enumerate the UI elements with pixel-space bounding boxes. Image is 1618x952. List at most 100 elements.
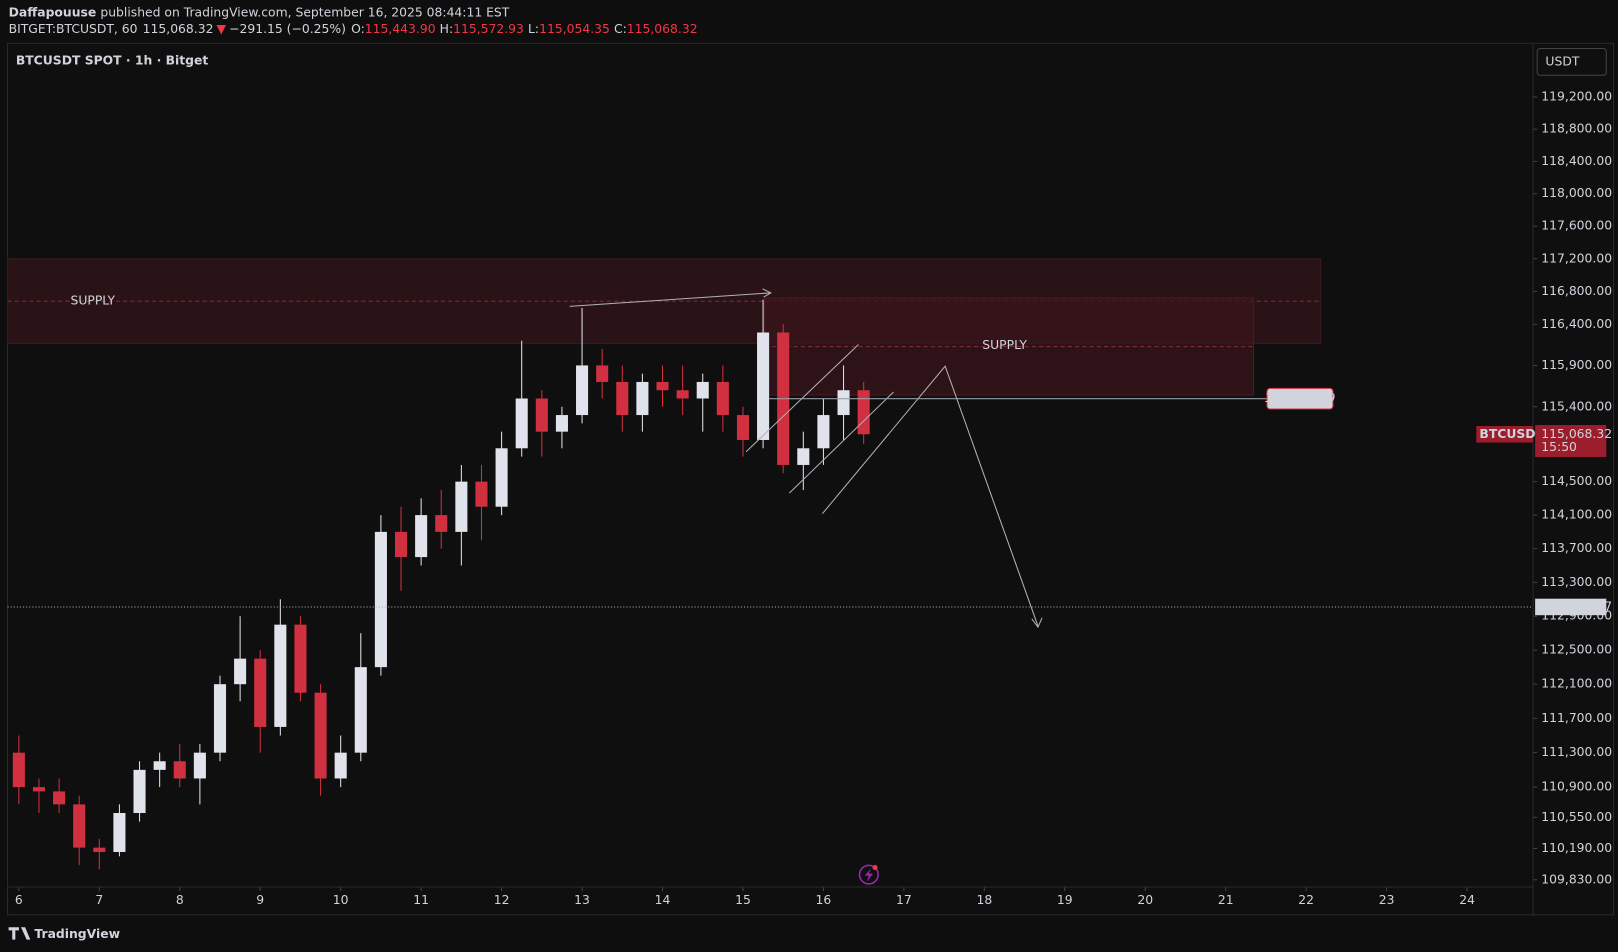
zone-label: SUPPLY bbox=[982, 338, 1027, 352]
footer bbox=[0, 915, 1618, 952]
change: −291.15 (−0.25%) bbox=[229, 21, 346, 35]
candle-body bbox=[12, 752, 25, 788]
x-tick-label: 11 bbox=[413, 893, 429, 907]
candle-body bbox=[314, 692, 327, 779]
candle-body bbox=[234, 658, 247, 685]
x-tick-label: 8 bbox=[176, 893, 184, 907]
notification-dot bbox=[872, 864, 878, 871]
ohlc-value: 115,054.35 bbox=[539, 21, 610, 35]
candle-body bbox=[475, 481, 488, 507]
x-tick-label: 22 bbox=[1298, 893, 1314, 907]
candle-body bbox=[153, 761, 166, 770]
x-tick-label: 6 bbox=[15, 893, 23, 907]
y-tick-label: 110,900.00 bbox=[1541, 780, 1612, 794]
y-tick-label: 116,400.00 bbox=[1541, 317, 1612, 331]
candle-body bbox=[53, 791, 66, 805]
arrowhead bbox=[1031, 617, 1043, 629]
y-tick-label: 109,830.00 bbox=[1541, 872, 1612, 886]
logo-mark bbox=[8, 927, 31, 940]
channel-line bbox=[789, 391, 894, 494]
channel-line bbox=[745, 344, 859, 453]
candle-body bbox=[193, 752, 206, 779]
overlay: 115,497.49 113,009.07 BTCUSDT115,068.3215:… bbox=[7, 387, 1612, 616]
ohlc-value: 115,068.32 bbox=[627, 21, 698, 35]
price-line-label: 115,497.49 bbox=[1265, 391, 1336, 405]
y-tick-label: 114,100.00 bbox=[1541, 508, 1612, 522]
lightning-bolt bbox=[864, 868, 873, 882]
current-price-symbol-tag bbox=[1476, 426, 1534, 443]
symbol: BITGET:BTCUSDT, 60 bbox=[9, 21, 138, 35]
candle-body bbox=[415, 515, 428, 558]
y-tick-label: 110,190.00 bbox=[1541, 841, 1612, 855]
currency: USDT bbox=[1545, 54, 1579, 68]
x-tick-label: 21 bbox=[1218, 893, 1234, 907]
brand: TradingView bbox=[34, 927, 120, 941]
candle-body bbox=[113, 812, 126, 852]
x-tick-label: 19 bbox=[1057, 893, 1073, 907]
candle-body bbox=[73, 804, 86, 848]
x-tick-label: 14 bbox=[655, 893, 671, 907]
x-tick-label: 24 bbox=[1459, 893, 1475, 907]
ohlc-label: C: bbox=[614, 21, 627, 35]
candle-body bbox=[254, 658, 267, 727]
ohlc-value: 115,572.93 bbox=[453, 21, 524, 35]
current-price-label: 115,068.32 bbox=[1541, 427, 1612, 441]
ohlc-label: H: bbox=[440, 21, 453, 35]
y-tick-label: 112,100.00 bbox=[1541, 677, 1612, 691]
candle-body bbox=[837, 390, 850, 416]
x-tick-label: 18 bbox=[976, 893, 992, 907]
price-line-tag bbox=[1266, 387, 1334, 410]
x-tick-label: 20 bbox=[1137, 893, 1153, 907]
candle-body bbox=[213, 684, 227, 753]
ohlc-value: 115,443.90 bbox=[365, 21, 436, 35]
x-tick-label: 16 bbox=[816, 893, 832, 907]
header-line-2: BITGET:BTCUSDT, 60 115,068.32 ▼ −291.15 (−0… bbox=[9, 21, 698, 35]
candle-body bbox=[857, 390, 870, 435]
y-tick-label: 113,700.00 bbox=[1541, 541, 1612, 555]
candle-body bbox=[616, 381, 629, 416]
lightning-icon bbox=[858, 864, 879, 885]
x-tick-label: 17 bbox=[896, 893, 912, 907]
candle-body bbox=[535, 398, 548, 432]
candle-body bbox=[696, 381, 709, 399]
header-line-1: Daffapouuse published on TradingView.com,… bbox=[9, 5, 510, 19]
candle-body bbox=[173, 761, 186, 779]
y-tick-label: 115,900.00 bbox=[1541, 358, 1612, 372]
candle-body bbox=[435, 515, 448, 532]
arrowhead bbox=[762, 288, 772, 298]
candle-body bbox=[495, 448, 508, 507]
y-tick-label: 113,300.00 bbox=[1541, 575, 1612, 589]
x-tick-label: 23 bbox=[1379, 893, 1395, 907]
projection bbox=[822, 365, 1039, 627]
candle-body bbox=[294, 624, 307, 693]
y-tick-label: 117,200.00 bbox=[1541, 251, 1612, 265]
x-tick-label: 13 bbox=[574, 893, 590, 907]
y-tick-label: 119,200.00 bbox=[1541, 89, 1612, 103]
currency-box bbox=[1536, 47, 1607, 76]
candle-body bbox=[576, 365, 589, 416]
last: 115,068.32 bbox=[143, 21, 214, 35]
price-line-tag bbox=[1535, 598, 1607, 616]
y-tick-label: 114,500.00 bbox=[1541, 474, 1612, 488]
ohlc-label: L: bbox=[528, 21, 539, 35]
ohlc-label: O: bbox=[351, 21, 365, 35]
current-price-symbol: BTCUSDT bbox=[1479, 427, 1544, 441]
candle-body bbox=[555, 415, 568, 432]
arrow: ▼ bbox=[217, 21, 227, 35]
y-tick-label: 116,800.00 bbox=[1541, 284, 1612, 298]
chart-title: BTCUSDT SPOT · 1h · Bitget bbox=[16, 53, 209, 67]
candle-body bbox=[274, 624, 287, 727]
candle-body bbox=[334, 752, 347, 779]
drawings bbox=[569, 288, 1043, 629]
candle-body bbox=[374, 531, 387, 668]
author: Daffapouuse bbox=[9, 5, 97, 19]
candle-body bbox=[32, 787, 45, 792]
candle-body bbox=[515, 398, 528, 449]
y-tick-label: 110,550.00 bbox=[1541, 810, 1612, 824]
x-tick-label: 15 bbox=[735, 893, 751, 907]
candle-body bbox=[736, 415, 750, 440]
candle-body bbox=[133, 769, 146, 813]
candle-body bbox=[817, 415, 830, 449]
y-tick-label: 117,600.00 bbox=[1541, 219, 1612, 233]
